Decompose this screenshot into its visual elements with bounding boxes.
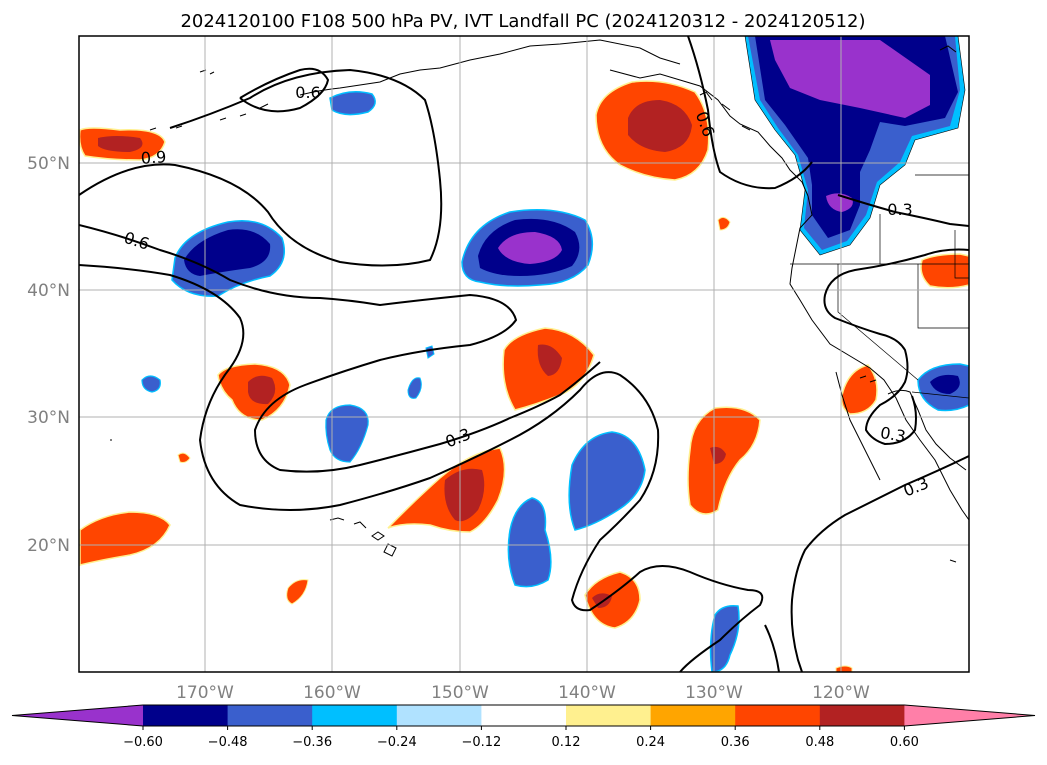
contour-lines xyxy=(79,36,969,672)
lon-tick-label: 150°W xyxy=(431,683,489,703)
colorbar-tick-label: 0.48 xyxy=(805,735,834,750)
colorbar-tick-label: −0.36 xyxy=(292,735,332,750)
lon-tick-label: 140°W xyxy=(558,683,616,703)
lon-tick-label: 130°W xyxy=(685,683,743,703)
colorbar-tick-label: 0.24 xyxy=(636,735,665,750)
colorbar-segment xyxy=(819,705,905,726)
colorbar-tick-label: 0.60 xyxy=(890,735,919,750)
contour-label: 0.6 xyxy=(295,83,320,102)
colorbar-tick-label: 0.12 xyxy=(552,735,581,750)
figure-title: 2024120100 F108 500 hPa PV, IVT Landfall… xyxy=(180,11,865,32)
colorbar-extend-low xyxy=(12,705,143,726)
map-panel: 0.9 0.6 0.3 0.3 0.6 0.6 0.3 0.3 xyxy=(78,35,970,673)
colorbar-tick-label: −0.12 xyxy=(461,735,501,750)
colorbar-tick-label: −0.60 xyxy=(123,735,163,750)
state-borders xyxy=(790,174,969,399)
contour-labels: 0.9 0.6 0.3 0.3 0.6 0.6 0.3 0.3 xyxy=(122,83,932,500)
lon-tick-labels: 170°W 160°W 150°W 140°W 130°W 120°W xyxy=(176,683,870,703)
lat-tick-label: 50°N xyxy=(27,154,70,174)
gridlines xyxy=(79,36,969,672)
lon-tick-label: 170°W xyxy=(176,683,234,703)
contour-label: 0.3 xyxy=(887,200,912,219)
contour-label: 0.3 xyxy=(879,423,907,446)
map-frame xyxy=(78,35,970,673)
colorbar-extend-high xyxy=(904,705,1035,726)
colorbar-segment xyxy=(396,705,482,726)
colorbar-tick-label: 0.36 xyxy=(721,735,750,750)
lat-tick-label: 30°N xyxy=(27,408,70,428)
colorbar-tick-label: −0.48 xyxy=(208,735,248,750)
colorbar-segment xyxy=(650,705,736,726)
colorbar: −0.60 −0.48 −0.36 −0.24 −0.12 0.12 0.24 0.36 0.4… xyxy=(11,704,1036,750)
colorbar-segment xyxy=(481,705,567,726)
lat-tick-label: 40°N xyxy=(27,281,70,301)
contour-label: 0.9 xyxy=(140,147,167,168)
colorbar-segment xyxy=(312,705,398,726)
lon-tick-label: 120°W xyxy=(812,683,870,703)
colorbar-segment xyxy=(143,705,229,726)
lat-tick-labels: 20°N 30°N 40°N 50°N xyxy=(27,154,70,556)
colorbar-tick-label: −0.24 xyxy=(377,735,417,750)
colorbar-segment xyxy=(227,705,313,726)
lon-tick-label: 160°W xyxy=(303,683,361,703)
colorbar-segment xyxy=(735,705,821,726)
pv-anomaly-fill xyxy=(79,36,969,672)
lat-tick-label: 20°N xyxy=(27,536,70,556)
coastlines xyxy=(110,39,969,563)
colorbar-segment xyxy=(566,705,652,726)
